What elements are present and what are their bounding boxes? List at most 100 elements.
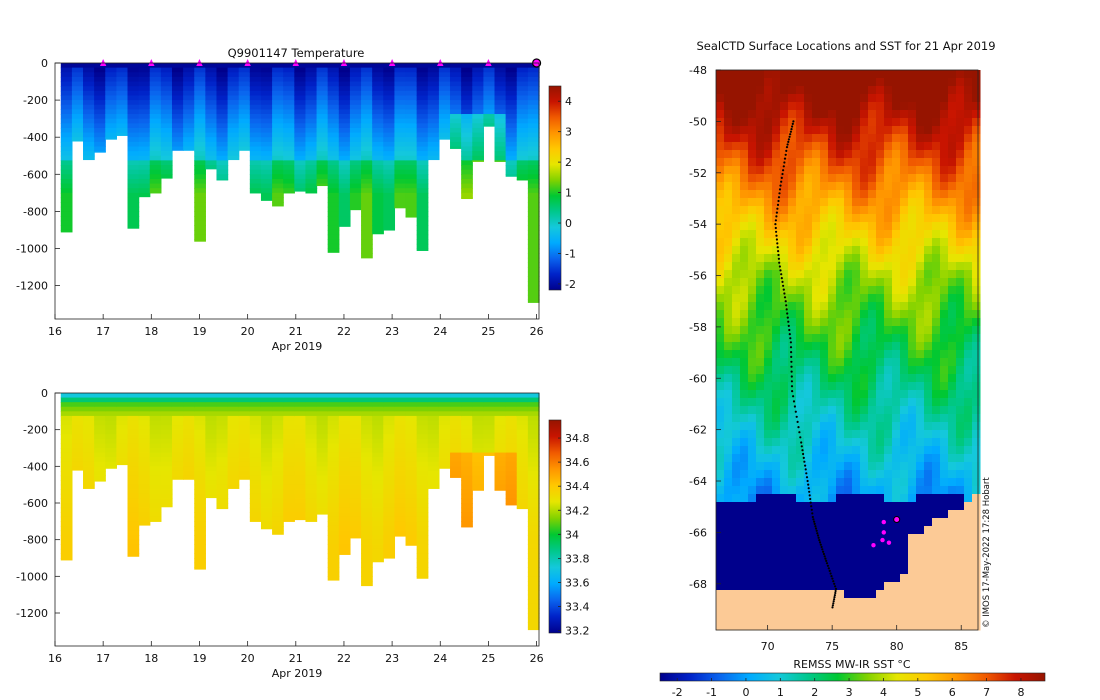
profile-cell — [227, 118, 240, 124]
profile-cell — [272, 521, 284, 527]
profile-cell — [71, 72, 84, 78]
profile-cell — [361, 507, 373, 513]
profile-cell — [394, 507, 407, 513]
profile-cell — [60, 229, 73, 233]
profile-cell — [427, 76, 440, 83]
sst-cell — [788, 390, 797, 399]
sst-cell — [756, 342, 765, 351]
profile-cell — [450, 415, 462, 422]
profile-cell — [450, 141, 462, 148]
sst-cell — [948, 70, 957, 79]
sst-cell — [836, 206, 845, 215]
profile-cell — [83, 109, 95, 115]
sst-cell — [748, 622, 757, 631]
profile-cell — [171, 100, 184, 106]
sst-cell — [820, 622, 829, 631]
sst-cell — [732, 246, 741, 255]
profile-cell — [149, 402, 162, 408]
profile-cell — [372, 475, 384, 481]
sst-cell — [860, 158, 869, 167]
sst-cell — [796, 526, 805, 535]
sst-cell — [740, 142, 749, 151]
sst-cell — [740, 150, 749, 159]
profile-cell — [260, 141, 273, 148]
profile-cell — [294, 425, 307, 431]
sst-cell — [876, 614, 885, 623]
profile-cell — [127, 72, 140, 78]
sst-cell — [852, 182, 861, 191]
sst-cell — [716, 310, 725, 319]
track-point — [802, 452, 805, 456]
profile-cell — [383, 434, 396, 440]
profile-cell — [127, 480, 140, 486]
sst-cell — [788, 614, 797, 623]
sst-cell — [724, 190, 733, 199]
profile-cell — [494, 457, 507, 463]
profile-cell — [416, 197, 429, 203]
profile-cell — [383, 475, 396, 481]
sst-cell — [900, 598, 909, 607]
profile-cell — [461, 114, 473, 120]
sst-cell — [972, 150, 981, 159]
profile-cell — [149, 438, 162, 445]
profile-cell — [450, 109, 462, 115]
sst-cell — [876, 518, 885, 527]
sst-cell — [956, 110, 965, 119]
sst-cell — [852, 118, 861, 127]
sst-cell — [940, 342, 949, 351]
sst-cell — [756, 446, 765, 455]
sst-cell — [772, 598, 781, 607]
track-point — [789, 130, 793, 133]
profile-cell — [105, 406, 117, 412]
profile-cell — [372, 434, 384, 440]
profile-cell — [338, 67, 351, 73]
sst-cell — [764, 310, 773, 319]
profile-cell — [138, 141, 151, 148]
sst-cell — [756, 406, 765, 415]
sst-cell — [844, 286, 853, 295]
profile-cell — [194, 67, 206, 73]
profile-cell — [338, 411, 351, 417]
sst-cell — [764, 438, 773, 447]
track-point — [795, 415, 798, 418]
sst-cell — [876, 422, 885, 431]
sst-cell — [740, 278, 749, 287]
sst-cell — [724, 230, 733, 239]
sst-cell — [924, 430, 933, 439]
profile-cell — [171, 72, 184, 78]
profile-cell — [405, 137, 418, 143]
sst-cell — [780, 566, 789, 575]
profile-cell — [427, 118, 440, 124]
profile-cell — [338, 118, 351, 124]
profile-cell — [260, 109, 273, 115]
profile-cell — [183, 76, 195, 83]
track-point — [783, 161, 786, 164]
profile-cell — [160, 452, 173, 458]
profile-cell — [361, 493, 373, 500]
sst-cell — [860, 270, 869, 279]
profile-cell — [472, 114, 484, 120]
sst-cell — [796, 454, 805, 463]
sst-cell — [924, 574, 933, 583]
sst-cell — [844, 70, 853, 79]
profile-cell — [405, 141, 418, 148]
sst-cell — [964, 382, 973, 391]
sst-cell — [716, 262, 725, 271]
profile-cell — [183, 411, 195, 417]
sst-cell — [964, 166, 973, 175]
profile-cell — [438, 397, 451, 403]
sst-cell — [972, 78, 981, 87]
profile-cell — [483, 114, 496, 120]
ctd-location-marker — [893, 516, 901, 524]
sst-cell — [724, 454, 733, 463]
profile-cell — [216, 420, 229, 426]
profile-cell — [305, 118, 318, 124]
profile-cell — [405, 206, 418, 213]
profile-cell — [394, 438, 407, 445]
colorbar-tick-label: 3 — [565, 126, 572, 139]
profile-cell — [127, 192, 140, 199]
profile-cell — [483, 443, 496, 449]
profile-cell — [494, 466, 507, 472]
sst-cell — [788, 550, 797, 559]
profile-cell — [227, 141, 240, 148]
